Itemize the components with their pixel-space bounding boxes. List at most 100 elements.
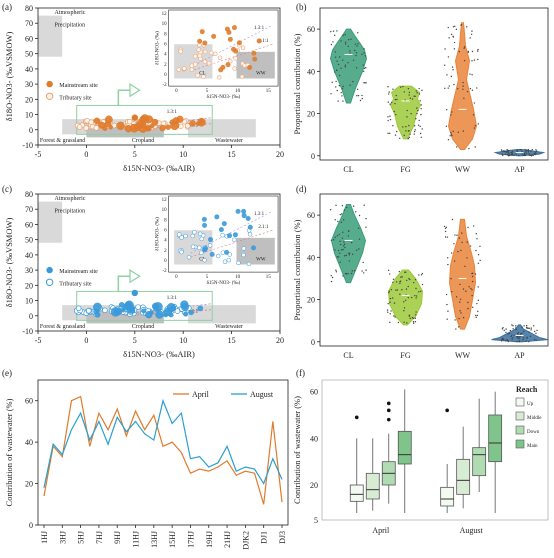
sample-point <box>528 154 530 157</box>
sample-point <box>445 293 448 296</box>
plot-frame <box>37 7 281 146</box>
sample-point <box>506 151 508 153</box>
inset-tributary-point <box>232 237 237 243</box>
sample-point <box>452 130 454 132</box>
sample-point <box>344 246 346 249</box>
sample-point <box>345 206 348 209</box>
inset-mainstream-point <box>202 40 208 46</box>
sample-point <box>447 310 449 312</box>
sample-point <box>504 153 507 155</box>
y-axis-label: Proportional contribution (%) <box>292 33 302 134</box>
sample-point <box>447 263 449 266</box>
sample-point <box>450 114 452 116</box>
inset-plot: CL WW 1.3:1 2.1:1 0 5 10 15 -2 0 2 4 6 8 10 12 δ15N-NO3-… <box>156 9 279 100</box>
y-axis-label: Contribution of wastewater (%) <box>292 396 302 504</box>
sample-point <box>502 154 504 157</box>
sample-point <box>387 269 390 272</box>
mainstream-point <box>139 115 148 124</box>
sample-point <box>395 113 397 116</box>
sample-point <box>464 265 466 267</box>
sample-point <box>501 153 503 155</box>
sample-point <box>462 85 464 87</box>
sample-point <box>342 248 344 251</box>
sample-point <box>459 301 461 303</box>
sample-point <box>446 236 449 238</box>
sample-point <box>469 245 472 247</box>
x-tick-label: WW <box>455 165 471 174</box>
inset-mainstream-point <box>221 221 227 227</box>
sample-point <box>457 131 460 133</box>
sample-point <box>414 320 417 323</box>
x-tick-label: -5 <box>35 336 42 345</box>
sample-point <box>504 150 507 153</box>
sample-point <box>458 317 460 320</box>
y-tick-label: 0 <box>29 521 33 530</box>
sample-point <box>501 150 503 152</box>
sample-point <box>471 74 473 76</box>
line-panel-e: 0 20 40 60 1HJ 3HJ 5HJ 7HJ 9HJ 11HJ 13HJ 15HJ 17HJ 19… <box>4 379 289 550</box>
sample-point <box>453 83 455 86</box>
x-tick-label: August <box>460 526 484 535</box>
sample-point <box>392 297 394 299</box>
inset-mainstream-point <box>245 216 251 222</box>
sample-point <box>451 66 454 68</box>
sample-point <box>356 88 359 91</box>
violin-cl <box>329 28 368 104</box>
sample-point <box>522 337 525 339</box>
sample-point <box>408 124 410 127</box>
y-tick-label: 70 <box>25 19 33 28</box>
inset-tributary-point <box>192 229 197 235</box>
sample-point <box>511 338 513 340</box>
inset-tributary-point <box>246 261 252 267</box>
x-tick-label: WW <box>455 351 471 360</box>
sample-point <box>444 48 446 50</box>
sample-point <box>354 43 357 45</box>
sample-point <box>340 67 342 69</box>
sample-point <box>525 340 527 342</box>
sample-point <box>413 281 415 284</box>
sample-point <box>420 107 422 110</box>
x-tick-label: 9HJ <box>113 531 122 544</box>
inset-tributary-point <box>190 233 195 239</box>
sample-point <box>365 226 367 228</box>
inset-y-tick-label: 10 <box>162 22 168 27</box>
y-tick-label: 0 <box>29 126 33 135</box>
sample-point <box>444 87 446 90</box>
box-main <box>397 430 412 465</box>
x-tick-label: 7HJ <box>95 531 104 544</box>
inset-x-label: δ15N-NO3- (‰) <box>207 281 241 286</box>
sample-point <box>506 153 509 156</box>
sample-point <box>535 332 537 334</box>
region-atmospheric-precipitation <box>38 15 63 57</box>
sample-point <box>336 89 338 92</box>
mainstream-point <box>183 311 189 317</box>
sample-point <box>357 32 359 34</box>
inset-x-tick-label: 5 <box>206 275 209 280</box>
inset-mainstream-point <box>251 50 257 56</box>
sample-point <box>395 94 397 97</box>
sample-point <box>408 277 410 280</box>
sample-point <box>466 257 468 259</box>
sample-point <box>359 99 362 102</box>
sample-point <box>406 322 408 324</box>
sample-point <box>476 302 478 305</box>
sample-point <box>397 321 400 324</box>
sample-point <box>342 245 345 247</box>
sample-point <box>337 220 339 223</box>
zoom-box <box>76 104 213 135</box>
sample-point <box>334 34 336 37</box>
sample-point <box>515 328 518 331</box>
sample-point <box>407 137 409 140</box>
sample-point <box>447 26 449 29</box>
sample-point <box>527 151 530 153</box>
sample-point <box>387 93 390 95</box>
sample-point <box>473 127 476 129</box>
sample-point <box>521 150 523 153</box>
sample-point <box>453 243 455 245</box>
sample-point <box>408 91 411 94</box>
y-tick-label: 50 <box>25 236 33 245</box>
sample-point <box>347 39 350 41</box>
inset-mainstream-point <box>203 246 209 252</box>
sample-point <box>418 93 421 95</box>
